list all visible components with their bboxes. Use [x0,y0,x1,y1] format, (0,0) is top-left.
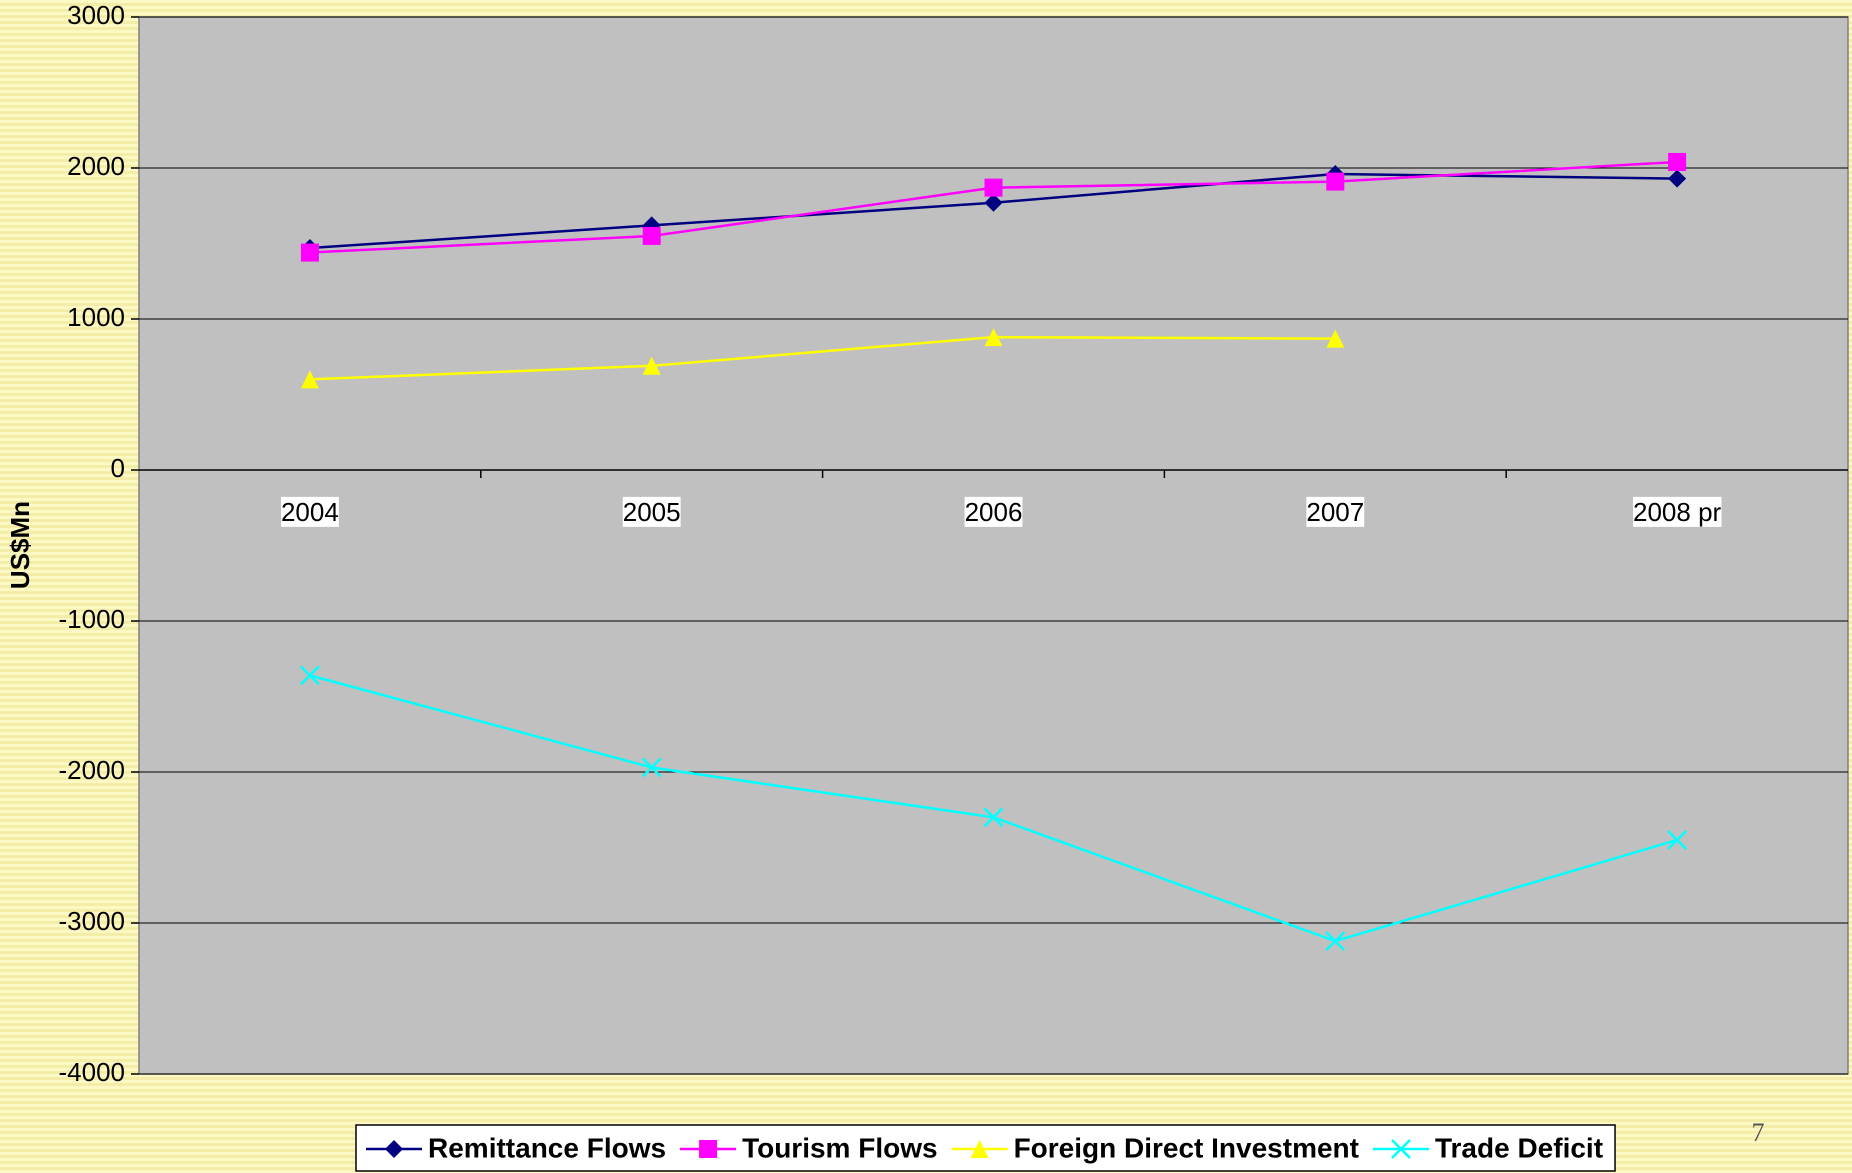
x-tick-label-bg [964,496,1023,527]
data-point [300,243,319,262]
data-point [642,226,661,245]
data-point [1325,931,1346,952]
legend-marker [385,1140,403,1158]
data-point [1667,830,1687,850]
data-point [983,807,1004,828]
y-tick-label: 3000 [67,0,125,30]
data-point [1326,172,1345,191]
data-point [1326,329,1345,348]
legend: Remittance Flows Tourism Flows Foreign Dir… [355,1124,1616,1172]
legend-item: Remittance Flows [366,1132,666,1163]
data-point [1668,169,1687,188]
x-tick-label-bg [622,496,681,527]
y-tick-label: -2000 [59,755,126,785]
y-tick-label: -4000 [59,1057,126,1087]
legend-label: Tourism Flows [742,1132,938,1163]
plot-area [138,16,1849,1075]
x-tick-label: 2004 [281,497,339,527]
y-axis-label: US$Mn [5,501,35,589]
y-tick-label: -3000 [59,906,126,936]
y-tick-label: -1000 [59,604,126,634]
data-point [984,178,1003,197]
data-point [1668,152,1687,171]
data-point [300,665,320,686]
legend-marker [970,1140,989,1158]
data-point [300,370,319,389]
legend-label: Foreign Direct Investment [1014,1132,1359,1163]
y-tick-label: 0 [111,453,125,483]
legend-marker [699,1140,718,1158]
x-tick-label-bg [1633,496,1722,527]
page-number: 7 [1752,1118,1765,1147]
x-tick-label-bg [280,496,339,527]
x-tick-label: 2006 [965,497,1023,527]
x-tick-label: 2005 [623,497,681,527]
series-line [309,335,1336,381]
data-point [984,193,1003,212]
legend-label: Trade Deficit [1435,1132,1603,1163]
y-tick-label: 1000 [67,302,125,332]
legend-item: Tourism Flows [680,1132,938,1163]
data-point [642,356,661,375]
x-tick-label: 2007 [1306,497,1364,527]
x-tick-label: 2008 pr [1633,497,1722,527]
data-point [641,757,662,778]
legend-label: Remittance Flows [428,1132,666,1163]
legend-marker [1391,1139,1411,1159]
data-point [984,328,1003,347]
y-tick-label: 2000 [67,151,125,181]
x-tick-label-bg [1306,496,1365,527]
legend-item: Trade Deficit [1372,1132,1603,1163]
legend-item: Foreign Direct Investment [951,1132,1359,1163]
